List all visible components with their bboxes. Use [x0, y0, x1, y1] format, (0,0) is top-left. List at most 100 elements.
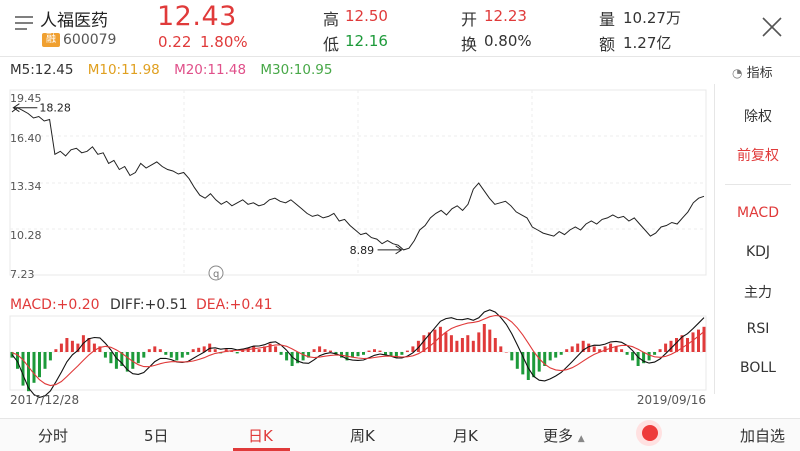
macd-bar	[653, 352, 657, 355]
price-grid	[9, 89, 707, 276]
macd-bar	[125, 352, 129, 372]
macd-bar	[537, 352, 541, 372]
macd-bar	[356, 352, 360, 357]
tab-daily-k[interactable]: 日K	[248, 427, 273, 445]
macd-bar	[362, 352, 365, 355]
q-marker-icon[interactable]	[208, 265, 224, 281]
macd-bar	[76, 343, 80, 352]
macd-bar	[592, 346, 596, 352]
macd-bar	[471, 340, 475, 352]
macd-bar	[235, 352, 239, 354]
macd-bar	[543, 352, 547, 366]
macd-bar	[394, 352, 398, 358]
macd-bar	[27, 352, 30, 392]
macd-bar	[504, 352, 508, 353]
macd-bar	[658, 349, 662, 352]
macd-bar	[647, 352, 651, 361]
gauge-icon: ◔	[732, 66, 743, 80]
tab-5-day[interactable]: 5日	[144, 427, 169, 445]
open-label: 开	[461, 10, 478, 29]
ma-legend: M5:12.45 M10:11.98 M20:11.48 M30:10.95	[10, 62, 342, 78]
dea-value: DEA:+0.41	[196, 297, 273, 313]
macd-bar	[109, 352, 113, 364]
macd-bar	[175, 352, 179, 361]
macd-bar	[257, 349, 261, 352]
macd-bar	[697, 329, 700, 352]
ma20-value: M20:11.48	[174, 62, 247, 78]
low-label: 低	[323, 35, 340, 54]
menu-icon[interactable]	[13, 12, 35, 34]
q-marker-label: q	[213, 269, 219, 280]
tab-intraday[interactable]: 分时	[38, 427, 69, 445]
stock-code: 600079	[63, 32, 117, 48]
macd-bar	[532, 352, 536, 378]
macd-bar	[587, 343, 591, 352]
stock-name: 人福医药	[40, 11, 108, 31]
price-change-percent: 1.80%	[200, 33, 248, 51]
macd-bar	[131, 352, 135, 369]
macd-bar	[526, 352, 530, 380]
macd-bar	[43, 352, 47, 369]
macd-bar	[636, 352, 640, 366]
min-price-arrow	[377, 245, 403, 255]
macd-bar	[427, 332, 431, 352]
macd-bar	[21, 352, 25, 386]
amount-value: 1.27亿	[623, 34, 672, 52]
side-item-main-force[interactable]: 主力	[744, 285, 772, 301]
macd-bar	[307, 352, 311, 358]
macd-bar	[554, 352, 558, 358]
max-price-label: 18.28	[39, 102, 71, 115]
y-tick-label: 10.28	[10, 229, 42, 242]
macd-bar	[65, 338, 69, 352]
macd-bar	[510, 352, 514, 361]
macd-bar	[197, 347, 201, 352]
side-item-kdj[interactable]: KDJ	[745, 244, 771, 260]
tab-monthly-k[interactable]: 月K	[453, 427, 478, 445]
side-item-rsi[interactable]: RSI	[746, 321, 770, 337]
macd-bar	[180, 352, 184, 358]
macd-bar	[559, 352, 563, 355]
macd-bar	[373, 349, 376, 352]
max-price-arrow	[12, 103, 38, 113]
macd-bar	[702, 326, 706, 352]
price-change: 0.22	[158, 33, 192, 51]
macd-bar	[521, 352, 525, 375]
period-tab-bar: 分时 5日 日K 周K 月K 更多 ▲ 加自选	[0, 418, 800, 451]
tab-more[interactable]: 更多 ▲	[543, 425, 585, 446]
macd-bar	[169, 352, 173, 358]
y-tick-label: 16.40	[10, 132, 42, 145]
macd-bar	[147, 349, 151, 352]
min-price-label: 8.89	[350, 244, 375, 257]
kline-chart[interactable]: 19.45 16.40 13.34 10.28 7.23 18.28 8.89 q…	[0, 84, 714, 418]
macd-bar	[455, 340, 459, 352]
side-item-ex-rights[interactable]: 除权	[744, 109, 772, 125]
close-icon[interactable]	[759, 14, 785, 40]
side-item-boll[interactable]: BOLL	[740, 360, 776, 376]
macd-bar	[477, 332, 481, 352]
macd-bar	[87, 338, 91, 352]
macd-legend: MACD:+0.20 DIFF:+0.51 DEA:+0.41	[10, 297, 273, 313]
macd-bar	[664, 343, 668, 352]
volume-value: 10.27万	[623, 9, 681, 27]
macd-bar	[279, 352, 283, 355]
macd-bar	[499, 346, 503, 352]
macd-bar	[268, 343, 272, 352]
macd-bar	[367, 350, 371, 352]
indicator-button[interactable]: ◔ 指标	[732, 62, 773, 81]
macd-bar	[285, 352, 289, 361]
macd-bar	[213, 349, 217, 352]
macd-bar	[565, 349, 569, 352]
side-item-macd[interactable]: MACD	[737, 205, 779, 221]
macd-bar	[384, 352, 387, 355]
tab-more-label: 更多	[543, 427, 574, 445]
macd-bar	[675, 338, 678, 352]
price-line	[11, 107, 705, 251]
side-item-forward-adjust[interactable]: 前复权	[737, 148, 779, 164]
tab-weekly-k[interactable]: 周K	[350, 427, 375, 445]
macd-bar	[438, 326, 442, 352]
macd-bar	[493, 338, 497, 352]
macd-bar	[153, 346, 157, 352]
add-to-watchlist-button[interactable]: 加自选	[740, 427, 786, 445]
macd-bar	[642, 352, 646, 364]
macd-bar	[576, 343, 580, 352]
